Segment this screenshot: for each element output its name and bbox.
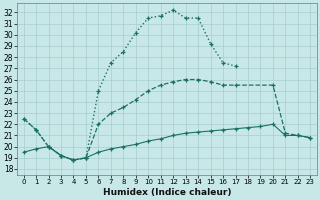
X-axis label: Humidex (Indice chaleur): Humidex (Indice chaleur) (103, 188, 231, 197)
